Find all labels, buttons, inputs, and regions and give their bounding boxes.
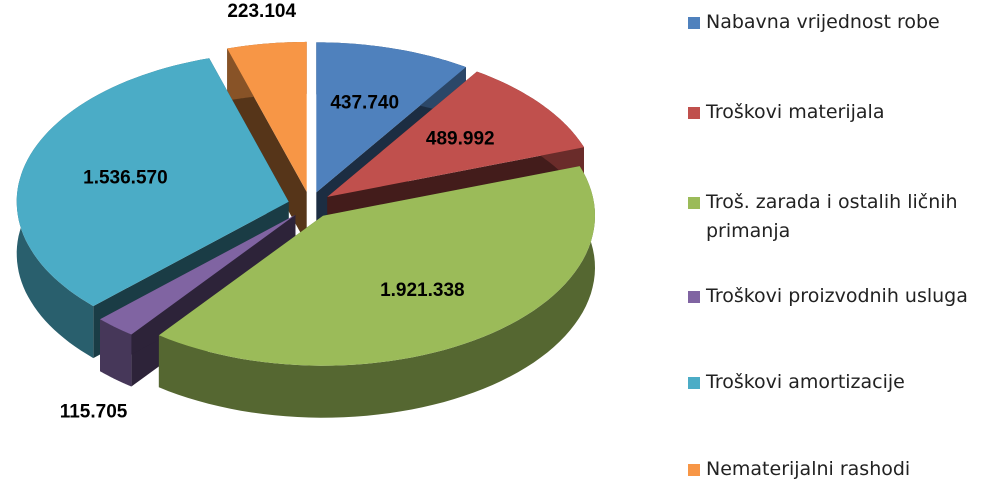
slice-top [316,42,466,193]
legend-swatch [688,107,700,119]
legend-label: Troškovi amortizacije [706,371,905,393]
legend-label: Nematerijalni rashodi [706,458,911,480]
slice-side [100,214,296,372]
legend-label: Troškovi proizvodnih usluga [706,285,968,307]
legend-label: Troš. zarada i ostalih ličnih primanja [706,191,958,242]
pie-slice [158,166,595,418]
legend-swatch [688,17,700,29]
legend-label: Troškovi materijala [706,101,885,123]
data-label: 489.992 [426,129,495,150]
data-label: 223.104 [227,1,296,22]
legend-item: Troškovi amortizacije [688,368,988,397]
legend: Nabavna vrijednost robe Troškovi materija… [688,0,988,485]
data-label: 1.921.338 [380,280,465,301]
slice-wall [100,319,132,387]
legend-swatch [688,464,700,476]
pie-slice [227,41,307,244]
legend-swatch [688,291,700,303]
data-label: 437.740 [330,92,399,113]
data-label: 1.536.570 [83,168,168,189]
legend-item: Troškovi materijala [688,98,988,127]
legend-item: Troškovi proizvodnih usluga [688,282,988,311]
legend-swatch [688,377,700,389]
legend-item: Nematerijalni rashodi [688,455,988,484]
legend-label: Nabavna vrijednost robe [706,11,940,33]
slice-top [100,214,296,335]
chart: 437.740 489.992 1.921.338 115.705 1.536.570 2… [16,1,595,423]
slice-top [16,58,289,307]
slice-top [227,41,307,192]
slice-top [158,166,595,366]
slice-top [327,71,584,197]
legend-item: Troš. zarada i ostalih ličnih primanja [688,188,988,246]
legend-swatch [688,197,700,209]
slice-wall [158,166,595,418]
legend-item: Nabavna vrijednost robe [688,8,988,37]
data-label: 115.705 [60,402,128,423]
